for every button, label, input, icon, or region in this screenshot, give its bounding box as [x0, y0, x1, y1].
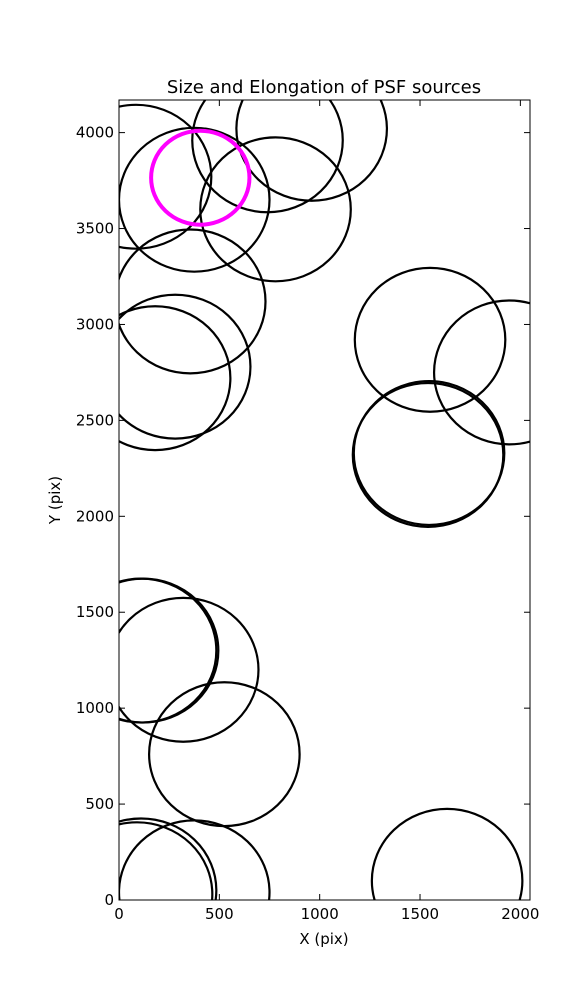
- psf-source-ellipse: [119, 596, 260, 743]
- ticks-layer: 0 500 1000 1500 2000 0 500 1000 1500 2000 2500 3000…: [76, 100, 539, 923]
- y-tick-label: 3500: [76, 220, 114, 238]
- psf-source-ellipse: [119, 305, 232, 452]
- psf-source-ellipse: [353, 266, 507, 413]
- y-axis-label: Y (pix): [46, 476, 64, 525]
- x-axis-label: X (pix): [299, 930, 348, 948]
- x-tick-label: 500: [205, 905, 234, 923]
- psf-source-ellipse: [119, 819, 271, 900]
- y-tick-label: 1000: [76, 699, 114, 717]
- y-tick-label: 3000: [76, 315, 114, 333]
- psf-source-ellipse: [119, 228, 267, 375]
- psf-source-ellipse: [370, 807, 524, 900]
- x-tick-label: 1000: [301, 905, 339, 923]
- psf-source-ellipse: [119, 577, 220, 724]
- psf-source-ellipse: [119, 821, 214, 900]
- psf-source-ellipse: [119, 817, 218, 900]
- psf-source-ellipse: [351, 381, 505, 528]
- highlighted-source-ellipse: [149, 128, 252, 227]
- psf-source-ellipse: [119, 103, 213, 250]
- x-tick-label: 2000: [501, 905, 539, 923]
- y-tick-label: 0: [104, 891, 114, 909]
- psf-source-ellipse: [119, 126, 271, 273]
- psf-source-ellipse: [148, 681, 301, 828]
- psf-source-ellipse: [235, 100, 388, 202]
- psf-source-ellipse: [432, 299, 530, 446]
- x-tick-label: 0: [114, 905, 124, 923]
- circles-layer: [119, 100, 530, 900]
- psf-source-ellipse: [199, 136, 352, 283]
- plot-frame: [118, 99, 531, 901]
- y-tick-label: 2000: [76, 507, 114, 525]
- y-tick-label: 4000: [76, 124, 114, 142]
- y-tick-label: 1500: [76, 603, 114, 621]
- y-tick-label: 500: [85, 795, 114, 813]
- chart-title: Size and Elongation of PSF sources: [167, 77, 481, 98]
- psf-source-ellipse: [119, 293, 252, 440]
- y-tick-label: 2500: [76, 411, 114, 429]
- x-tick-label: 1500: [401, 905, 439, 923]
